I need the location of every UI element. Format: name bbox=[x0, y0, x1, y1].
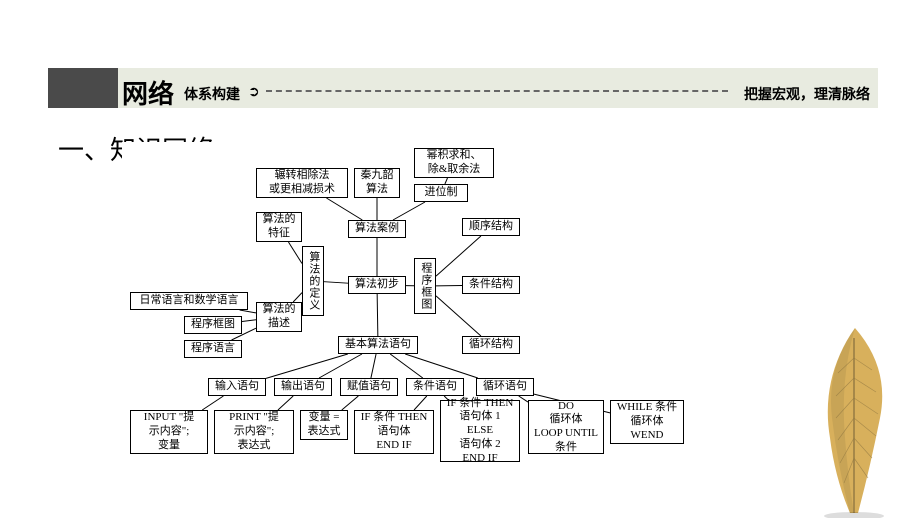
node-bianliang: 变量 =表达式 bbox=[300, 410, 348, 440]
node-shuru: 输入语句 bbox=[208, 378, 266, 396]
node-richang: 日常语言和数学语言 bbox=[130, 292, 248, 310]
node-input: INPUT "提示内容";变量 bbox=[130, 410, 208, 454]
node-yuyan: 程序语言 bbox=[184, 340, 242, 358]
node-chubu: 算法初步 bbox=[348, 276, 406, 294]
node-kuangtu2: 程序框图 bbox=[184, 316, 242, 334]
node-tiaojian: 条件结构 bbox=[462, 276, 520, 294]
node-shunxu: 顺序结构 bbox=[462, 218, 520, 236]
node-fuzhi: 赋值语句 bbox=[340, 378, 398, 396]
node-tiaojian2: 条件语句 bbox=[406, 378, 464, 396]
node-xunhuan2: 循环语句 bbox=[476, 378, 534, 396]
node-print: PRINT "提示内容";表达式 bbox=[214, 410, 294, 454]
node-jiben: 基本算法语句 bbox=[338, 336, 418, 354]
header-subtitle: 体系构建 bbox=[184, 84, 240, 104]
node-dingyi: 算法的定义 bbox=[302, 246, 324, 316]
header-title: 网络 bbox=[122, 74, 174, 111]
node-if2: IF 条件 THEN语句体 1ELSE语句体 2END IF bbox=[440, 400, 520, 462]
node-qinjiu: 秦九韶算法 bbox=[354, 168, 400, 198]
feather-decoration-icon bbox=[790, 318, 920, 518]
node-miji: 幂积求和、除&取余法 bbox=[414, 148, 494, 178]
header-arrow-icon: ➲ bbox=[248, 84, 260, 101]
node-if1: IF 条件 THEN语句体END IF bbox=[354, 410, 434, 454]
node-zhanzhuan: 辗转相除法或更相减损术 bbox=[256, 168, 348, 198]
node-jinwei: 进位制 bbox=[414, 184, 468, 202]
node-tezheng: 算法的特征 bbox=[256, 212, 302, 242]
knowledge-network-diagram: 辗转相除法或更相减损术秦九韶算法幂积求和、除&取余法进位制算法的特征 算法案例 顺序… bbox=[122, 142, 676, 464]
node-xunhuan: 循环结构 bbox=[462, 336, 520, 354]
header-right-text: 把握宏观，理清脉络 bbox=[744, 84, 870, 104]
node-miaoshu: 算法的描述 bbox=[256, 302, 302, 332]
node-do: DO循环体LOOP UNTIL条件 bbox=[528, 400, 604, 454]
header-dark-block bbox=[48, 68, 118, 108]
node-while: WHILE 条件循环体WEND bbox=[610, 400, 684, 444]
node-shuchu: 输出语句 bbox=[274, 378, 332, 396]
node-anli: 算法案例 bbox=[348, 220, 406, 238]
header-dash-line bbox=[266, 90, 728, 92]
node-kuangtu: 程序框图 bbox=[414, 258, 436, 314]
